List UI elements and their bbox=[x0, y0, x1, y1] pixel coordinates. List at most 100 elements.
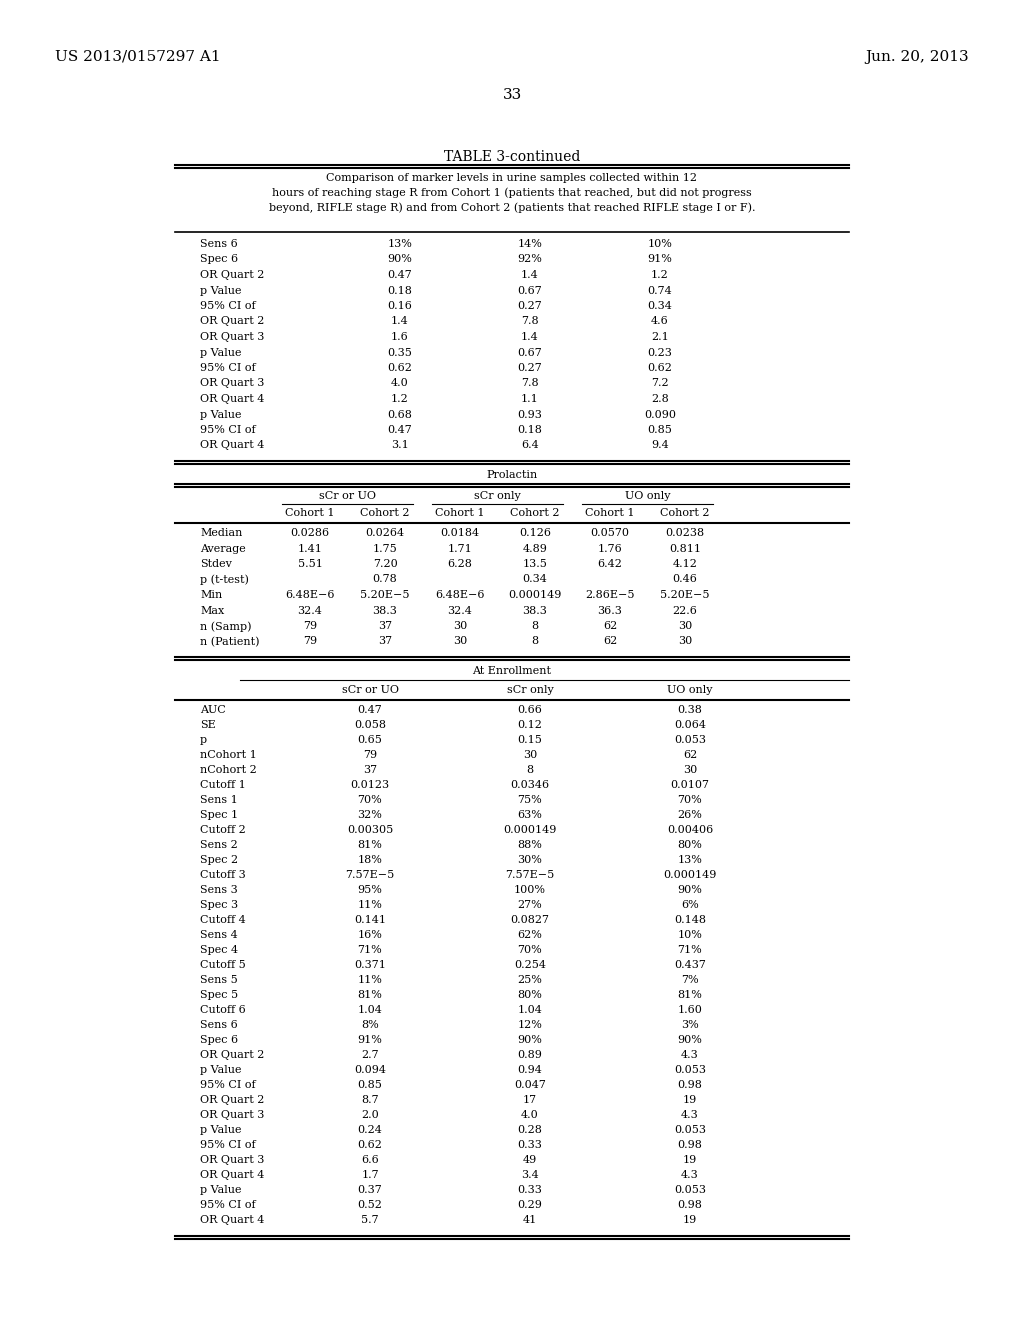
Text: 2.86E−5: 2.86E−5 bbox=[586, 590, 635, 601]
Text: 63%: 63% bbox=[517, 810, 543, 820]
Text: 0.058: 0.058 bbox=[354, 719, 386, 730]
Text: 4.3: 4.3 bbox=[681, 1049, 698, 1060]
Text: AUC: AUC bbox=[200, 705, 225, 715]
Text: p Value: p Value bbox=[200, 1125, 242, 1135]
Text: Max: Max bbox=[200, 606, 224, 615]
Text: 81%: 81% bbox=[357, 840, 382, 850]
Text: 1.04: 1.04 bbox=[357, 1005, 382, 1015]
Text: sCr or UO: sCr or UO bbox=[319, 491, 376, 502]
Text: 2.0: 2.0 bbox=[361, 1110, 379, 1119]
Text: 38.3: 38.3 bbox=[373, 606, 397, 615]
Text: OR Quart 2: OR Quart 2 bbox=[200, 1049, 264, 1060]
Text: p (t-test): p (t-test) bbox=[200, 574, 249, 585]
Text: 91%: 91% bbox=[357, 1035, 382, 1045]
Text: Cutoff 3: Cutoff 3 bbox=[200, 870, 246, 880]
Text: 0.85: 0.85 bbox=[357, 1080, 382, 1090]
Text: 0.0123: 0.0123 bbox=[350, 780, 389, 789]
Text: 0.66: 0.66 bbox=[517, 705, 543, 715]
Text: n (Samp): n (Samp) bbox=[200, 620, 252, 631]
Text: 49: 49 bbox=[523, 1155, 538, 1166]
Text: 1.4: 1.4 bbox=[521, 333, 539, 342]
Text: 7.57E−5: 7.57E−5 bbox=[506, 870, 555, 880]
Text: 91%: 91% bbox=[647, 255, 673, 264]
Text: Cutoff 1: Cutoff 1 bbox=[200, 780, 246, 789]
Text: 81%: 81% bbox=[678, 990, 702, 1001]
Text: 7.20: 7.20 bbox=[373, 558, 397, 569]
Text: OR Quart 3: OR Quart 3 bbox=[200, 379, 264, 388]
Text: 0.126: 0.126 bbox=[519, 528, 551, 539]
Text: 0.37: 0.37 bbox=[357, 1185, 382, 1195]
Text: 95% CI of: 95% CI of bbox=[200, 1200, 256, 1210]
Text: Spec 3: Spec 3 bbox=[200, 900, 239, 909]
Text: 0.98: 0.98 bbox=[678, 1140, 702, 1150]
Text: sCr or UO: sCr or UO bbox=[341, 685, 398, 696]
Text: 0.33: 0.33 bbox=[517, 1140, 543, 1150]
Text: 32%: 32% bbox=[357, 810, 382, 820]
Text: 0.16: 0.16 bbox=[387, 301, 413, 312]
Text: 0.0286: 0.0286 bbox=[291, 528, 330, 539]
Text: Average: Average bbox=[200, 544, 246, 553]
Text: Cohort 1: Cohort 1 bbox=[286, 508, 335, 517]
Text: Sens 1: Sens 1 bbox=[200, 795, 238, 805]
Text: 0.0570: 0.0570 bbox=[591, 528, 630, 539]
Text: 0.67: 0.67 bbox=[517, 347, 543, 358]
Text: nCohort 1: nCohort 1 bbox=[200, 750, 257, 760]
Text: 0.62: 0.62 bbox=[387, 363, 413, 374]
Text: sCr only: sCr only bbox=[474, 491, 521, 502]
Text: 0.064: 0.064 bbox=[674, 719, 706, 730]
Text: nCohort 2: nCohort 2 bbox=[200, 766, 257, 775]
Text: Median: Median bbox=[200, 528, 243, 539]
Text: 1.4: 1.4 bbox=[391, 317, 409, 326]
Text: 0.93: 0.93 bbox=[517, 409, 543, 420]
Text: 0.27: 0.27 bbox=[517, 301, 543, 312]
Text: 36.3: 36.3 bbox=[598, 606, 623, 615]
Text: 0.0346: 0.0346 bbox=[510, 780, 550, 789]
Text: 7.8: 7.8 bbox=[521, 379, 539, 388]
Text: 6.6: 6.6 bbox=[361, 1155, 379, 1166]
Text: 5.51: 5.51 bbox=[298, 558, 323, 569]
Text: 6.48E−6: 6.48E−6 bbox=[435, 590, 484, 601]
Text: 92%: 92% bbox=[517, 255, 543, 264]
Text: 16%: 16% bbox=[357, 931, 382, 940]
Text: 4.3: 4.3 bbox=[681, 1170, 698, 1180]
Text: 3.1: 3.1 bbox=[391, 441, 409, 450]
Text: OR Quart 3: OR Quart 3 bbox=[200, 1155, 264, 1166]
Text: 4.0: 4.0 bbox=[521, 1110, 539, 1119]
Text: p Value: p Value bbox=[200, 409, 242, 420]
Text: 6.48E−6: 6.48E−6 bbox=[286, 590, 335, 601]
Text: 13%: 13% bbox=[678, 855, 702, 865]
Text: Cohort 2: Cohort 2 bbox=[360, 508, 410, 517]
Text: 1.71: 1.71 bbox=[447, 544, 472, 553]
Text: 30: 30 bbox=[678, 636, 692, 647]
Text: p: p bbox=[200, 735, 207, 744]
Text: 30: 30 bbox=[523, 750, 538, 760]
Text: 0.89: 0.89 bbox=[517, 1049, 543, 1060]
Text: 1.4: 1.4 bbox=[521, 271, 539, 280]
Text: 90%: 90% bbox=[387, 255, 413, 264]
Text: Prolactin: Prolactin bbox=[486, 470, 538, 480]
Text: OR Quart 4: OR Quart 4 bbox=[200, 441, 264, 450]
Text: Sens 5: Sens 5 bbox=[200, 975, 238, 985]
Text: 0.46: 0.46 bbox=[673, 574, 697, 585]
Text: 0.62: 0.62 bbox=[357, 1140, 382, 1150]
Text: 0.47: 0.47 bbox=[388, 271, 413, 280]
Text: 1.76: 1.76 bbox=[598, 544, 623, 553]
Text: OR Quart 2: OR Quart 2 bbox=[200, 317, 264, 326]
Text: 13.5: 13.5 bbox=[522, 558, 548, 569]
Text: 79: 79 bbox=[362, 750, 377, 760]
Text: 7.8: 7.8 bbox=[521, 317, 539, 326]
Text: p Value: p Value bbox=[200, 1065, 242, 1074]
Text: 0.68: 0.68 bbox=[387, 409, 413, 420]
Text: 18%: 18% bbox=[357, 855, 382, 865]
Text: 0.000149: 0.000149 bbox=[508, 590, 562, 601]
Text: Sens 2: Sens 2 bbox=[200, 840, 238, 850]
Text: 2.1: 2.1 bbox=[651, 333, 669, 342]
Text: 8.7: 8.7 bbox=[361, 1096, 379, 1105]
Text: 4.12: 4.12 bbox=[673, 558, 697, 569]
Text: Cutoff 4: Cutoff 4 bbox=[200, 915, 246, 925]
Text: 0.053: 0.053 bbox=[674, 1185, 706, 1195]
Text: 26%: 26% bbox=[678, 810, 702, 820]
Text: 0.0238: 0.0238 bbox=[666, 528, 705, 539]
Text: Sens 3: Sens 3 bbox=[200, 884, 238, 895]
Text: 11%: 11% bbox=[357, 975, 382, 985]
